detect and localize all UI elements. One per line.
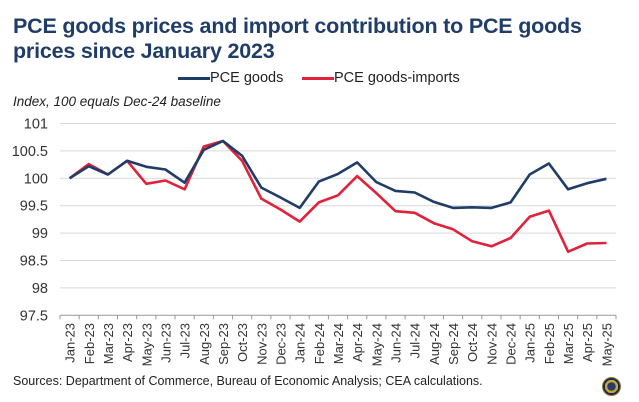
x-axis-labels: Jan-23 Feb-23 Mar-23 Apr-23 May-23 Jun-23 Jul-… (63, 323, 615, 366)
chart-subtitle: Index, 100 equals Dec-24 baseline (13, 94, 221, 109)
y-tick-label: 101 (24, 117, 48, 133)
x-tick-label: May-23 (139, 323, 154, 366)
x-tick-label: Dec-24 (504, 323, 519, 365)
x-tick-label: May-25 (599, 323, 614, 366)
x-tick-label: Mar-23 (101, 323, 116, 364)
x-tick-label: Sep-24 (446, 323, 461, 365)
x-tick-label: Feb-24 (312, 323, 327, 364)
chart-title: PCE goods prices and import contribution… (13, 14, 582, 63)
legend-swatch-pce-goods-imports (302, 76, 334, 80)
series-lines (68, 139, 607, 253)
legend-item-pce-goods: PCE goods (178, 70, 283, 86)
series-line-pce-goods (68, 139, 607, 210)
x-tick-label: Jan-25 (523, 323, 538, 363)
x-tick-label: Dec-23 (273, 323, 288, 365)
legend-label-pce-goods-imports: PCE goods-imports (334, 70, 460, 86)
x-tick-label: Apr-23 (120, 323, 135, 362)
x-tick-label: Feb-25 (542, 323, 557, 364)
y-tick-label: 99 (32, 226, 48, 242)
x-tick-label: Jul-23 (178, 323, 193, 358)
source-note: Sources: Department of Commerce, Bureau … (13, 374, 483, 388)
legend-label-pce-goods: PCE goods (210, 70, 284, 86)
y-tick-label: 98 (32, 281, 48, 297)
seal-icon (602, 377, 621, 396)
x-tick-label: Feb-23 (82, 323, 97, 364)
x-tick-label: Jul-24 (408, 323, 423, 358)
x-tick-label: Jan-23 (63, 323, 78, 363)
x-tick-label: Nov-24 (484, 323, 499, 365)
y-tick-label: 100.5 (12, 144, 48, 160)
x-tick-label: Apr-25 (580, 323, 595, 362)
x-axis (59, 314, 617, 320)
x-tick-label: Mar-24 (331, 323, 346, 364)
x-tick-label: Jun-23 (158, 323, 173, 363)
x-tick-label: May-24 (369, 323, 384, 366)
y-axis-ticks: 97.5 98 98.5 99 99.5 100 100.5 101 (12, 117, 48, 325)
x-tick-label: Oct-24 (465, 323, 480, 362)
series-line-pce-goods-imports (68, 139, 607, 253)
x-tick-label: Mar-25 (561, 323, 576, 364)
x-tick-label: Aug-24 (427, 323, 442, 365)
x-tick-label: Jun-24 (389, 323, 404, 363)
x-tick-label: Sep-23 (216, 323, 231, 365)
x-tick-label: Apr-24 (350, 323, 365, 362)
legend-swatch-pce-goods (178, 76, 210, 80)
x-tick-label: Jan-24 (293, 323, 308, 363)
x-tick-label: Oct-23 (235, 323, 250, 362)
chart-legend: PCE goods PCE goods-imports (0, 70, 639, 88)
legend-item-pce-goods-imports: PCE goods-imports (302, 70, 460, 86)
y-tick-label: 97.5 (20, 308, 48, 324)
x-tick-label: Nov-23 (254, 323, 269, 365)
x-tick-label: Aug-23 (197, 323, 212, 365)
y-tick-label: 98.5 (20, 254, 48, 270)
gridlines (60, 123, 616, 289)
y-tick-label: 100 (24, 171, 48, 187)
y-tick-label: 99.5 (20, 199, 48, 215)
